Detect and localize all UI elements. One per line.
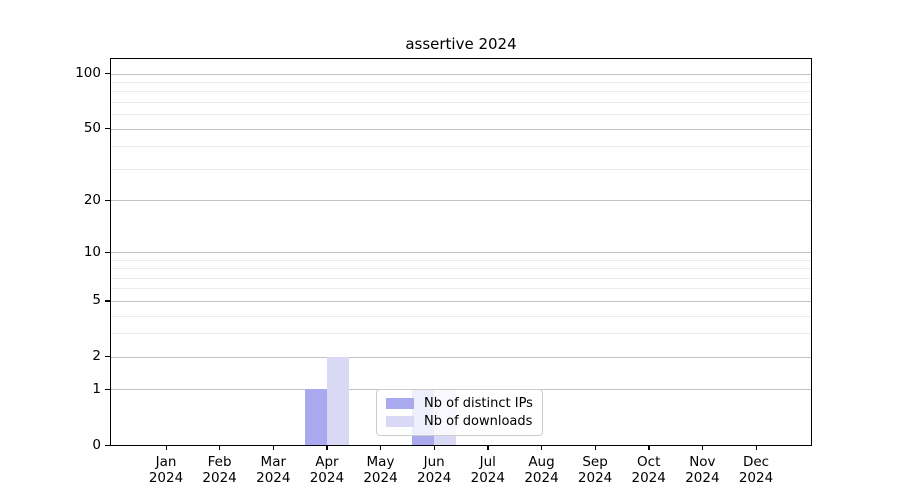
x-tick-year: 2024 bbox=[524, 470, 559, 486]
x-tick-year: 2024 bbox=[470, 470, 505, 486]
legend-label-downloads: Nb of downloads bbox=[424, 413, 533, 429]
x-tick-year: 2024 bbox=[148, 470, 184, 486]
x-tick bbox=[165, 445, 167, 450]
y-tick-label-100: 100 bbox=[75, 65, 101, 81]
x-tick bbox=[648, 445, 650, 450]
y-tick-label-0: 0 bbox=[92, 436, 101, 453]
x-tick-month: Sep bbox=[582, 454, 608, 470]
x-tick-month: Apr bbox=[315, 454, 339, 470]
y-tick bbox=[105, 356, 110, 358]
x-tick-month: May bbox=[366, 454, 395, 470]
plot-area bbox=[110, 58, 812, 446]
x-tick-label-aug: Aug 2024 bbox=[512, 454, 572, 486]
x-tick bbox=[541, 445, 543, 450]
x-tick-year: 2024 bbox=[631, 470, 666, 486]
legend-item-downloads: Nb of downloads bbox=[386, 413, 533, 431]
gridline-major bbox=[111, 356, 811, 358]
y-tick-label-10: 10 bbox=[83, 243, 101, 260]
y-tick-label-1: 1 bbox=[92, 380, 101, 397]
x-tick-label-apr: Apr 2024 bbox=[297, 454, 357, 486]
x-tick-label-mar: Mar 2024 bbox=[243, 454, 303, 486]
x-tick-year: 2024 bbox=[202, 470, 237, 486]
legend-label-distinct-ips: Nb of distinct IPs bbox=[424, 396, 533, 412]
gridline-minor bbox=[111, 277, 811, 279]
y-tick bbox=[105, 73, 110, 75]
x-tick-year: 2024 bbox=[309, 470, 345, 486]
gridline-minor bbox=[111, 333, 811, 335]
x-tick-label-oct: Oct 2024 bbox=[619, 454, 679, 486]
x-tick-month: Jul bbox=[479, 454, 496, 470]
x-tick bbox=[272, 445, 275, 450]
y-tick bbox=[105, 388, 110, 391]
x-tick-month: Feb bbox=[207, 454, 232, 470]
y-tick bbox=[105, 444, 110, 446]
gridline-minor bbox=[111, 114, 811, 116]
gridline-minor bbox=[111, 259, 811, 261]
x-tick-month: Jan bbox=[155, 454, 177, 470]
x-tick bbox=[487, 445, 489, 450]
legend-swatch-distinct-ips bbox=[386, 398, 414, 410]
y-tick bbox=[105, 251, 110, 253]
chart-title: assertive 2024 bbox=[405, 35, 517, 53]
x-tick bbox=[433, 445, 436, 450]
y-tick-label-20: 20 bbox=[83, 191, 101, 208]
y-tick bbox=[105, 199, 110, 201]
x-tick-label-feb: Feb 2024 bbox=[190, 454, 250, 486]
x-tick-label-nov: Nov 2024 bbox=[672, 454, 732, 486]
gridline-major bbox=[111, 200, 811, 201]
gridline-minor bbox=[111, 101, 811, 103]
y-tick bbox=[105, 128, 110, 130]
gridline-major bbox=[111, 300, 811, 302]
x-tick-year: 2024 bbox=[256, 470, 291, 486]
x-tick-month: Mar bbox=[260, 454, 287, 470]
x-tick-year: 2024 bbox=[363, 470, 398, 486]
bar-nb-of-downloads-apr bbox=[326, 356, 349, 445]
x-tick-label-jul: Jul 2024 bbox=[458, 454, 518, 486]
x-tick-month: Dec bbox=[742, 454, 770, 470]
x-tick bbox=[219, 445, 221, 450]
y-tick-label-5: 5 bbox=[92, 292, 101, 309]
x-tick-year: 2024 bbox=[738, 470, 774, 486]
x-tick-label-sep: Sep 2024 bbox=[565, 454, 625, 486]
gridline-major bbox=[111, 73, 811, 75]
gridline-minor bbox=[111, 288, 811, 290]
gridline-minor bbox=[111, 268, 811, 270]
x-tick-month: Nov bbox=[689, 454, 716, 470]
x-tick-label-dec: Dec 2024 bbox=[726, 454, 786, 486]
x-tick-month: Oct bbox=[637, 454, 661, 470]
x-tick bbox=[326, 445, 328, 450]
x-tick-month: Jun bbox=[423, 454, 445, 470]
x-tick bbox=[594, 445, 596, 450]
y-tick-label-50: 50 bbox=[83, 120, 101, 136]
y-tick bbox=[105, 300, 110, 302]
x-tick-label-jun: Jun 2024 bbox=[404, 454, 464, 486]
gridline-minor bbox=[111, 81, 811, 83]
legend-swatch-downloads bbox=[386, 415, 414, 427]
x-tick-month: Aug bbox=[528, 454, 555, 470]
gridline-minor bbox=[111, 91, 811, 93]
y-tick-label-2: 2 bbox=[92, 348, 101, 365]
gridline-minor bbox=[111, 315, 811, 317]
x-tick-label-jan: Jan 2024 bbox=[136, 454, 196, 486]
x-tick-year: 2024 bbox=[577, 470, 613, 486]
bar-nb-of-distinct-ips-apr bbox=[304, 389, 327, 445]
x-tick-year: 2024 bbox=[685, 470, 720, 486]
gridline-major bbox=[111, 128, 811, 130]
legend: Nb of distinct IPs Nb of downloads bbox=[376, 389, 543, 436]
x-tick bbox=[755, 445, 757, 450]
legend-item-distinct-ips: Nb of distinct IPs bbox=[386, 395, 533, 413]
gridline-minor bbox=[111, 168, 811, 170]
gridline-minor bbox=[111, 146, 811, 148]
x-tick bbox=[701, 445, 704, 450]
x-tick-label-may: May 2024 bbox=[351, 454, 411, 486]
gridline-major bbox=[111, 252, 811, 253]
x-tick-year: 2024 bbox=[417, 470, 452, 486]
x-tick bbox=[380, 445, 382, 450]
